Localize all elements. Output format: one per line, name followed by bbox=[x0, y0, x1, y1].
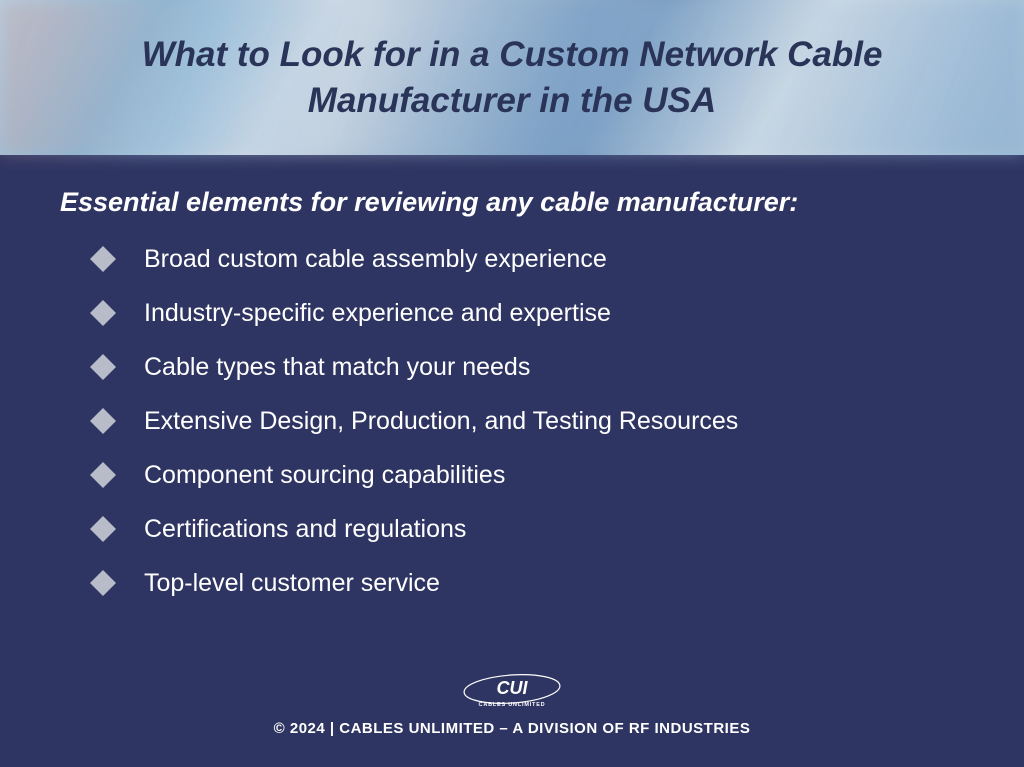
item-text: Cable types that match your needs bbox=[144, 353, 530, 382]
item-text: Extensive Design, Production, and Testin… bbox=[144, 407, 738, 436]
elements-list: Broad custom cable assembly experience I… bbox=[60, 244, 964, 672]
arrow-bullet-icon bbox=[88, 460, 118, 490]
item-text: Top-level customer service bbox=[144, 569, 440, 598]
arrow-bullet-icon bbox=[88, 298, 118, 328]
header-region: What to Look for in a Custom Network Cab… bbox=[0, 0, 1024, 155]
list-item: Extensive Design, Production, and Testin… bbox=[88, 406, 964, 436]
svg-text:CABLES UNLIMITED: CABLES UNLIMITED bbox=[479, 702, 546, 708]
list-item: Broad custom cable assembly experience bbox=[88, 244, 964, 274]
item-text: Certifications and regulations bbox=[144, 515, 466, 544]
item-text: Component sourcing capabilities bbox=[144, 461, 505, 490]
subtitle: Essential elements for reviewing any cab… bbox=[60, 187, 964, 218]
list-item: Component sourcing capabilities bbox=[88, 460, 964, 490]
arrow-bullet-icon bbox=[88, 244, 118, 274]
list-item: Cable types that match your needs bbox=[88, 352, 964, 382]
arrow-bullet-icon bbox=[88, 352, 118, 382]
page-title: What to Look for in a Custom Network Cab… bbox=[0, 32, 1024, 123]
arrow-bullet-icon bbox=[88, 568, 118, 598]
footer-region: CUI CABLES UNLIMITED © 2024 | CABLES UNL… bbox=[60, 672, 964, 747]
svg-text:CUI: CUI bbox=[497, 678, 529, 698]
body-region: Essential elements for reviewing any cab… bbox=[0, 155, 1024, 767]
copyright-text: © 2024 | CABLES UNLIMITED – A DIVISION O… bbox=[274, 720, 751, 737]
item-text: Industry-specific experience and experti… bbox=[144, 299, 611, 328]
infographic-container: What to Look for in a Custom Network Cab… bbox=[0, 0, 1024, 767]
arrow-bullet-icon bbox=[88, 514, 118, 544]
list-item: Industry-specific experience and experti… bbox=[88, 298, 964, 328]
list-item: Top-level customer service bbox=[88, 568, 964, 598]
arrow-bullet-icon bbox=[88, 406, 118, 436]
list-item: Certifications and regulations bbox=[88, 514, 964, 544]
cui-logo-icon: CUI CABLES UNLIMITED bbox=[457, 672, 567, 712]
item-text: Broad custom cable assembly experience bbox=[144, 245, 607, 274]
